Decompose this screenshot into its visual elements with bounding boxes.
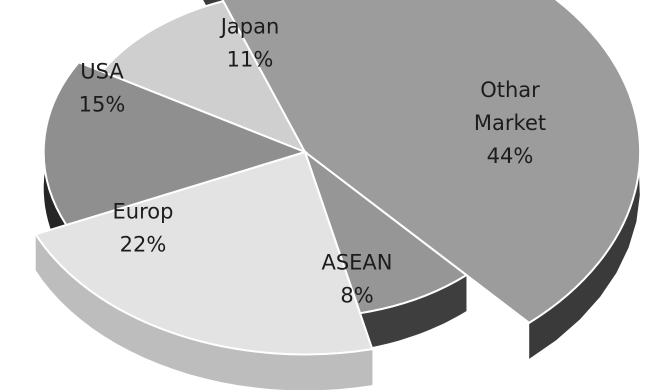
slice-tops xyxy=(34,0,642,356)
slice-japan xyxy=(100,0,308,154)
slice-asean xyxy=(302,149,469,315)
slice-label-usa: USA 15% xyxy=(79,60,126,117)
slice-side-asean xyxy=(360,275,467,350)
slice-side-other-market xyxy=(497,0,640,359)
slice-label-other-market: Othar Market 44% xyxy=(474,78,546,168)
slice-usa xyxy=(42,61,309,227)
slice-label-europ: Europ 22% xyxy=(113,200,174,257)
slice-side-europ xyxy=(35,234,373,390)
slice-europ xyxy=(34,150,374,356)
slice-labels: Japan 11% Othar Market 44% ASEAN 8% Europ 22% USA… xyxy=(79,15,546,308)
slice-other-market xyxy=(221,0,642,325)
slice-label-asean: ASEAN 8% xyxy=(321,251,392,308)
slice-label-japan: Japan 11% xyxy=(219,15,280,72)
